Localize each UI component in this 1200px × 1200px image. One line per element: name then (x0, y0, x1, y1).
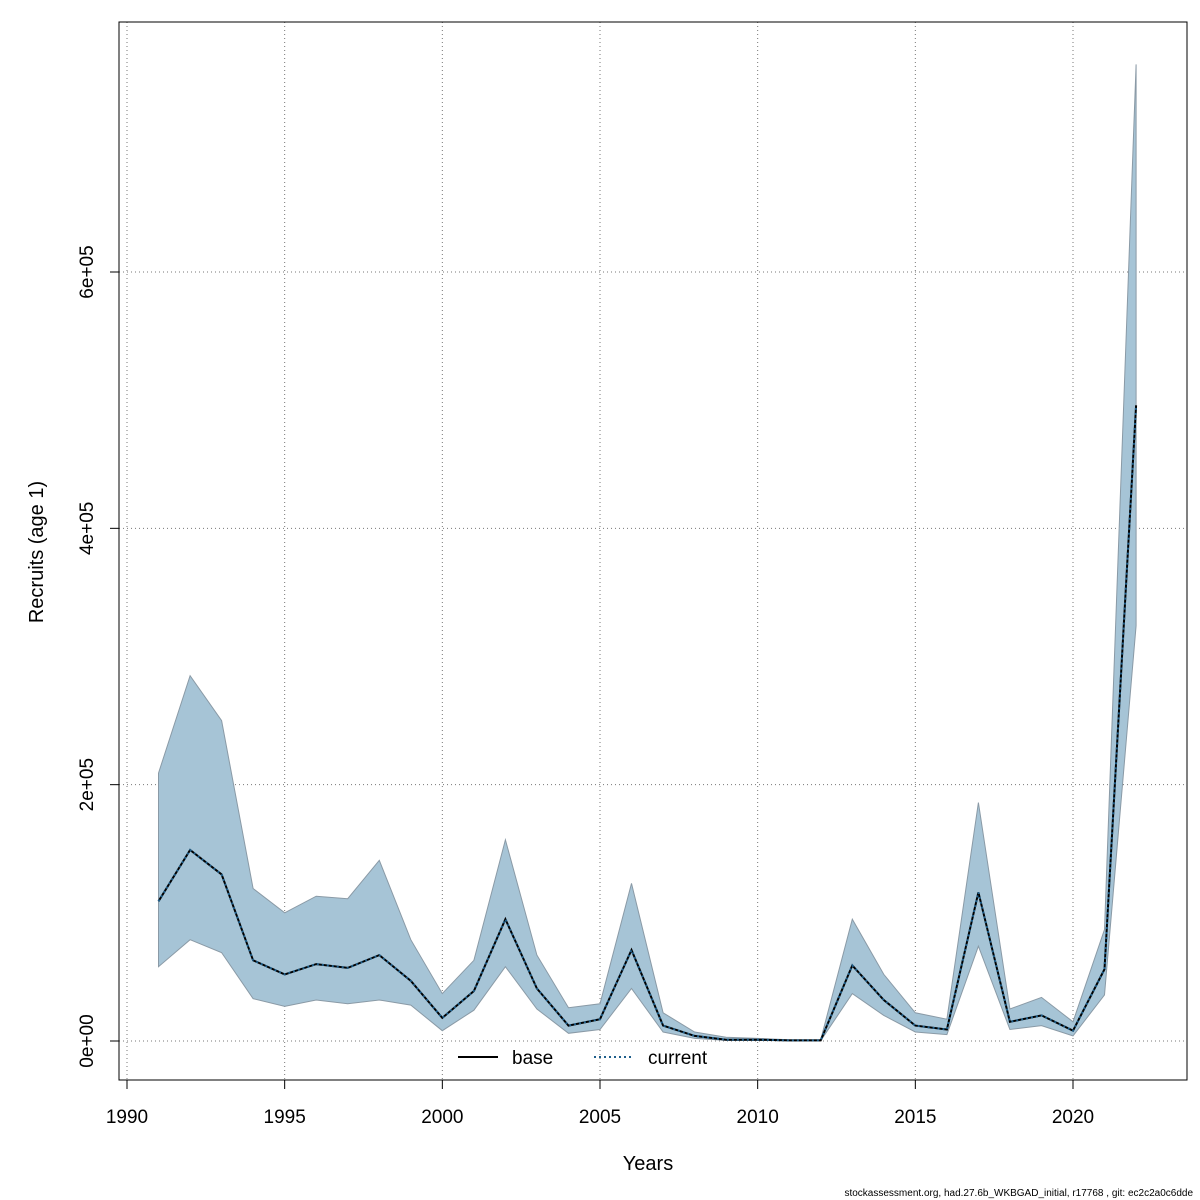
x-tick-label-2010: 2010 (737, 1107, 779, 1128)
x-tick-label-2000: 2000 (421, 1107, 463, 1128)
y-axis: 0e+00 2e+05 4e+05 6e+05 (77, 245, 120, 1068)
series-lines (157, 405, 1138, 1042)
y-tick-label-600000: 6e+05 (77, 245, 98, 298)
x-tick-label-2005: 2005 (579, 1107, 621, 1128)
x-tick-label-2015: 2015 (894, 1107, 936, 1128)
x-tick-label-1995: 1995 (264, 1107, 306, 1128)
y-tick-label-400000: 4e+05 (77, 502, 98, 555)
grid-lines (119, 22, 1187, 1080)
x-tick-label-2020: 2020 (1052, 1107, 1094, 1128)
confidence-band-layer (158, 64, 1137, 1042)
legend: base current (458, 1048, 708, 1069)
x-tick-label-1990: 1990 (106, 1107, 148, 1128)
confidence-band (158, 64, 1137, 1042)
footer-credit: stockassessment.org, had.27.6b_WKBGAD_in… (844, 1188, 1193, 1199)
x-axis: 1990 1995 2000 2005 2010 2015 2020 (106, 1079, 1094, 1128)
series-line-current (157, 405, 1138, 1042)
legend-label-base: base (512, 1048, 553, 1069)
y-tick-label-0: 0e+00 (77, 1014, 98, 1067)
y-axis-title: Recruits (age 1) (26, 481, 48, 623)
y-tick-label-200000: 2e+05 (77, 758, 98, 811)
x-axis-title: Years (623, 1153, 673, 1175)
legend-label-current: current (648, 1048, 708, 1069)
